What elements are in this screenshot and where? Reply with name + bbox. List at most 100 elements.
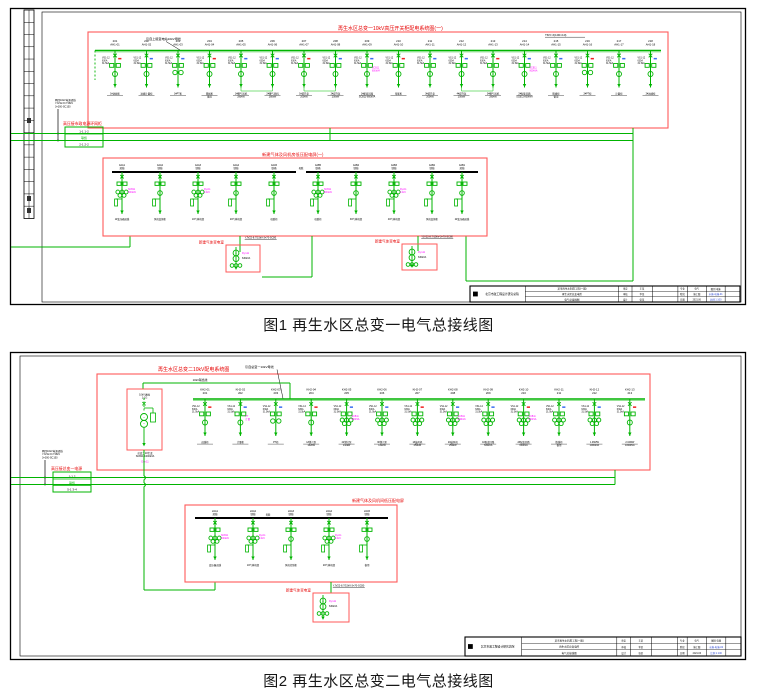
svg-text:AH1-16: AH1-16: [583, 42, 593, 46]
svg-text:2021.06: 2021.06: [693, 653, 702, 655]
svg-text:630A: 630A: [323, 59, 329, 62]
svg-text:4AA4: 4AA4: [233, 164, 240, 167]
svg-text:某市再生水利用工程(一期): 某市再生水利用工程(一期): [557, 287, 586, 291]
svg-text:0.4kV: 0.4kV: [259, 538, 265, 540]
svg-text:212: 212: [592, 391, 597, 395]
svg-text:201: 201: [203, 391, 208, 395]
svg-text:VS1-12: VS1-12: [575, 58, 583, 60]
svg-text:~: ~: [143, 415, 145, 419]
svg-text:630A: 630A: [386, 59, 392, 62]
svg-text:SCB11-800kVA: SCB11-800kVA: [516, 95, 533, 98]
svg-text:4AA5: 4AA5: [271, 164, 278, 167]
svg-text:联络: 联络: [315, 166, 321, 170]
svg-text:VS1-12: VS1-12: [260, 58, 268, 60]
svg-text:200kW: 200kW: [458, 95, 466, 98]
svg-text:进线: 进线: [459, 166, 465, 170]
svg-text:VS1-12: VS1-12: [165, 58, 173, 60]
svg-text:AH1-05: AH1-05: [236, 42, 246, 46]
svg-text:3#气体机组: 3#气体机组: [350, 217, 363, 221]
svg-text:新建气体变电室: 新建气体变电室: [199, 240, 225, 245]
svg-text:31.5kA: 31.5kA: [165, 62, 173, 65]
svg-text:日期: 日期: [680, 297, 685, 301]
svg-text:母联柜: 母联柜: [314, 217, 322, 221]
svg-text:205: 205: [344, 391, 349, 395]
svg-text:AH1-09: AH1-09: [362, 42, 372, 46]
svg-text:~: ~: [235, 251, 237, 255]
svg-text:Dyn11: Dyn11: [418, 251, 426, 254]
svg-text:Dyn11: Dyn11: [335, 535, 342, 537]
svg-text:31.5kA: 31.5kA: [369, 411, 377, 414]
svg-text:馈线: 馈线: [288, 512, 294, 516]
svg-text:1#进线柜: 1#进线柜: [110, 92, 120, 96]
svg-text:31.5kA: 31.5kA: [543, 62, 551, 65]
hv-switchgear-section: 再生水区总变一10kV高压开关柜配电系统图(一) 引自上级变电站10kV母线 TMY…: [87, 25, 669, 129]
svg-text:KH2-11: KH2-11: [554, 387, 564, 391]
svg-text:VS1-12: VS1-12: [227, 406, 235, 408]
hv-switchgear-section: 再生水区总变二10kV配电系统图 引自总变一10kV母线 10kV联络线 KH2-01…: [96, 364, 651, 471]
svg-text:高压接总变一电源: 高压接总变一电源: [51, 466, 82, 471]
svg-text:207: 207: [415, 391, 420, 395]
svg-text:2#PT柜: 2#PT柜: [583, 92, 592, 96]
svg-text:KH2-08: KH2-08: [448, 387, 458, 391]
svg-text:SCB11: SCB11: [530, 68, 538, 70]
svg-text:两回10kV电源进线: 两回10kV电源进线: [55, 98, 76, 102]
svg-text:施工图: 施工图: [693, 292, 701, 296]
svg-text:4AB4: 4AB4: [353, 164, 360, 167]
svg-text:KH2-01: KH2-01: [200, 387, 210, 391]
svg-text:审核: 审核: [621, 645, 626, 649]
svg-text:VS1-12: VS1-12: [291, 58, 299, 60]
lv-board-section: 新建气体及风机房低压配电屏(一)母联4AA1进线SCB11800kVA1#变压器…: [102, 151, 488, 237]
svg-text:进线柜: 进线柜: [201, 440, 209, 444]
svg-text:630A: 630A: [512, 59, 518, 62]
svg-text:1#潜污泵: 1#潜污泵: [306, 440, 316, 444]
svg-text:备用: 备用: [365, 563, 370, 567]
svg-text:联络: 联络: [271, 166, 277, 170]
svg-text:新建气体变电室: 新建气体变电室: [286, 588, 312, 593]
svg-text:YJV22-8.7/15kV-3×70-SC80: YJV22-8.7/15kV-3×70-SC80: [421, 236, 453, 239]
hv-feeder: KH2-10210VS1-12630A31.5kASCB11630kVA2#配变…: [511, 387, 537, 447]
svg-text:Dyn11: Dyn11: [259, 535, 266, 537]
svg-text:电气: 电气: [694, 287, 699, 291]
svg-text:205: 205: [239, 39, 244, 43]
svg-text:250kW: 250kW: [414, 444, 422, 447]
svg-text:212: 212: [459, 39, 464, 43]
svg-text:31.5kA: 31.5kA: [417, 62, 425, 65]
svg-text:3#提升泵: 3#提升泵: [425, 92, 435, 96]
svg-text:新建气体及风机间低压配电屏: 新建气体及风机间低压配电屏: [352, 497, 404, 503]
svg-text:31.5kA: 31.5kA: [334, 411, 342, 414]
svg-text:联络: 联络: [81, 135, 87, 140]
svg-text:KH2-09: KH2-09: [483, 387, 493, 391]
svg-text:阶段: 阶段: [680, 292, 685, 296]
svg-text:设计: 设计: [621, 651, 626, 655]
svg-text:1-1G: 1-1G: [142, 397, 148, 400]
svg-text:2#进线柜: 2#进线柜: [646, 92, 656, 96]
svg-text:王某: 王某: [639, 638, 644, 642]
svg-text:1#PT柜: 1#PT柜: [174, 92, 183, 96]
svg-text:AH1-11: AH1-11: [425, 42, 435, 46]
svg-text:1-1 1-2: 1-1 1-2: [79, 129, 89, 133]
svg-text:630kVA: 630kVA: [529, 418, 537, 421]
svg-text:PT柜: PT柜: [273, 440, 279, 444]
svg-text:Dyn11: Dyn11: [329, 600, 337, 603]
svg-text:SCB11: SCB11: [529, 416, 537, 418]
svg-text:2AA5: 2AA5: [364, 510, 371, 513]
svg-text:2#提升泵: 2#提升泵: [331, 92, 341, 96]
svg-text:风机变频柜: 风机变频柜: [154, 217, 167, 221]
svg-text:进线: 进线: [119, 166, 125, 170]
svg-text:630kVA: 630kVA: [484, 444, 493, 447]
svg-text:SCB11: SCB11: [128, 189, 136, 191]
svg-text:VS1-12: VS1-12: [323, 58, 331, 60]
svg-text:2AA2: 2AA2: [250, 510, 257, 513]
svg-text:备用: 备用: [554, 94, 559, 98]
svg-text:1#气体机组: 1#气体机组: [192, 217, 205, 221]
svg-text:207: 207: [302, 39, 307, 43]
svg-text:31.5kA: 31.5kA: [606, 62, 614, 65]
svg-text:专业: 专业: [680, 287, 685, 291]
